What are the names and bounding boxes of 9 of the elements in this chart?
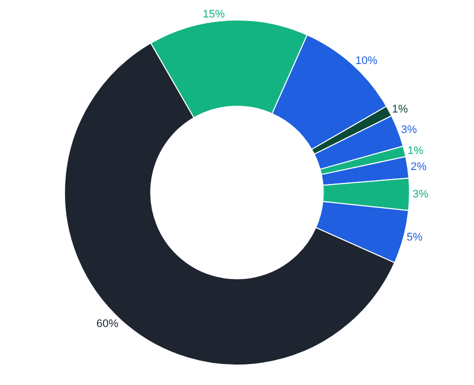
data-label: 15%: [202, 8, 225, 20]
data-label: 3%: [412, 188, 429, 200]
data-label: 60%: [96, 318, 119, 330]
data-label: 10%: [355, 54, 378, 67]
data-label: 1%: [408, 145, 424, 158]
data-label: 2%: [410, 161, 427, 174]
data-label: 5%: [406, 232, 423, 244]
data-label: 1%: [392, 104, 408, 116]
data-label: 3%: [401, 124, 418, 136]
